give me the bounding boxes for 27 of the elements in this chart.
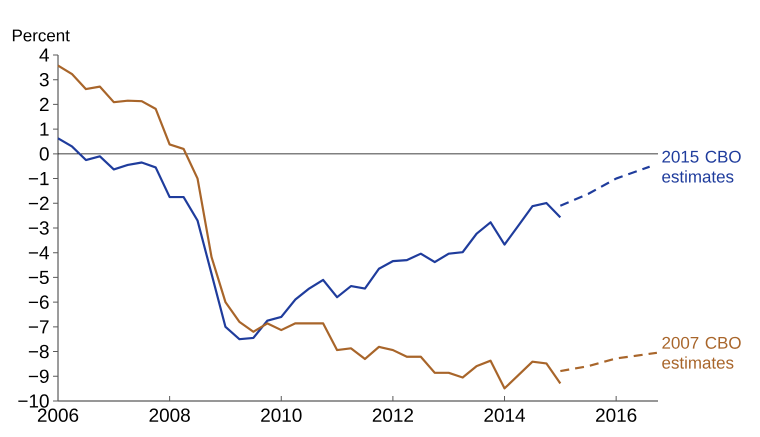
line-series: [559, 352, 658, 372]
y-tick-label: −6: [28, 295, 49, 309]
y-tick-label: 0: [40, 147, 49, 161]
text: 2007 CBO estimates: [662, 336, 741, 369]
x-tick-label: 2012: [372, 408, 413, 422]
y-tick-label: −4: [28, 246, 49, 260]
x-tick-label: 2006: [38, 408, 78, 422]
y-tick-label: −1: [28, 172, 49, 186]
line-series: [56, 137, 562, 340]
y-tick-label: −2: [28, 196, 49, 210]
y-tick-label: −10: [18, 394, 49, 408]
x-tick-label: 2008: [150, 408, 190, 422]
y-tick-label: 2: [40, 98, 49, 112]
text: 2015 CBO estimates: [662, 150, 741, 183]
y-tick-label: 3: [40, 73, 49, 86]
y-tick-label: 4: [39, 48, 49, 62]
x-tick-label: 2016: [596, 408, 636, 422]
y-tick-label: −8: [28, 344, 49, 358]
y-tick-label: 1: [40, 122, 49, 136]
y-tick-label: −5: [28, 270, 49, 284]
y-tick-label: −7: [28, 320, 49, 334]
x-tick-label: 2014: [484, 408, 526, 422]
line-series: [559, 166, 651, 207]
y-tick-label: −9: [28, 370, 49, 383]
x-tick-label: 2010: [261, 408, 302, 422]
y-tick-label: −3: [28, 221, 49, 235]
y-axis-title: Percent: [12, 30, 70, 42]
